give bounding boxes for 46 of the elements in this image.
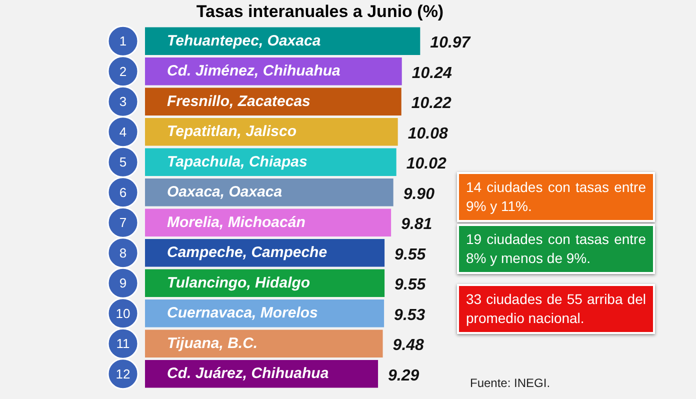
- y-tick-label: Cd. Juárez, Chihuahua: [167, 365, 329, 382]
- bar: [145, 178, 394, 206]
- source-note: Fuente: INEGI.: [470, 376, 550, 390]
- bar: [145, 118, 398, 146]
- data-label: 9.29: [388, 367, 420, 384]
- data-label: 9.55: [394, 276, 427, 294]
- text: 12: [116, 366, 130, 382]
- data-label: 10.24: [412, 64, 452, 82]
- text: 9: [119, 276, 127, 291]
- data-label: 10.02: [406, 156, 446, 173]
- y-tick-label: Tulancingo, Hidalgo: [167, 274, 310, 292]
- data-label: 10.97: [430, 34, 472, 52]
- bar: [145, 330, 383, 358]
- y-tick-label: Morelia, Michoacán: [167, 214, 306, 231]
- text: 10: [116, 306, 130, 321]
- data-label: 9.53: [394, 306, 426, 324]
- data-label: 10.22: [411, 95, 452, 112]
- y-tick-label: Tapachula, Chiapas: [167, 153, 308, 170]
- text: 14 ciudades con tasas entre 9% y 11%.: [457, 172, 655, 222]
- y-tick-label: Fresnillo, Zacatecas: [167, 92, 310, 110]
- data-label: 9.48: [392, 337, 424, 354]
- text: 2: [119, 64, 127, 79]
- text: 5: [119, 154, 127, 170]
- data-label: 10.08: [408, 125, 448, 142]
- text: 11: [116, 336, 130, 352]
- text: 19 ciudades con tasas entre 8% y menos de 9%.: [457, 224, 655, 274]
- y-tick-label: Cd. Jiménez, Chihuahua: [167, 62, 340, 80]
- text: 7: [119, 215, 127, 230]
- data-label: 9.90: [403, 186, 435, 203]
- text: 1: [119, 34, 127, 49]
- text: 33 ciudades de 55 arriba del promedio nacional.: [457, 284, 655, 334]
- text: 6: [119, 184, 127, 200]
- text: 3: [119, 94, 127, 110]
- text: 4: [119, 124, 127, 140]
- y-tick-label: Tijuana, B.C.: [167, 334, 258, 352]
- y-tick-label: Cuernavaca, Morelos: [167, 304, 318, 322]
- y-tick-label: Oaxaca, Oaxaca: [167, 184, 282, 201]
- bar: [145, 27, 420, 56]
- text: 8: [119, 245, 127, 260]
- data-label: 9.81: [401, 216, 432, 234]
- chart-title: Tasas interanuales a Junio (%): [195, 2, 445, 22]
- y-tick-label: Campeche, Campeche: [167, 244, 328, 262]
- y-tick-label: Tehuantepec, Oaxaca: [167, 32, 321, 50]
- bar: [145, 88, 402, 116]
- data-label: 9.55: [394, 246, 427, 264]
- y-tick-label: Tepatitlan, Jalisco: [167, 123, 296, 140]
